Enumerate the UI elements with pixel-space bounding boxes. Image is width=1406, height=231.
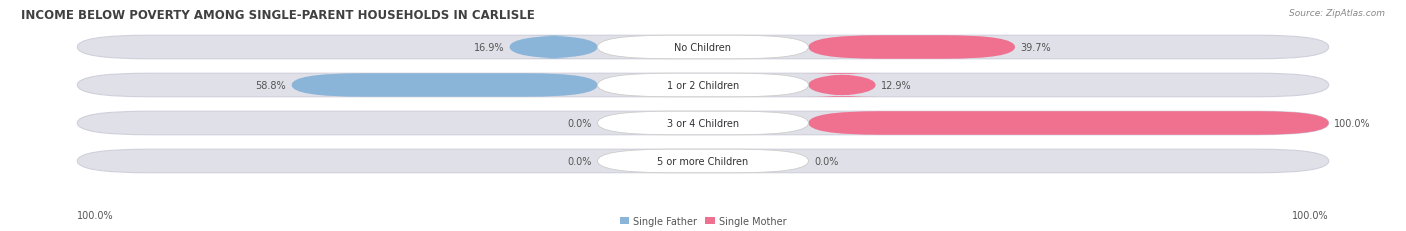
- FancyBboxPatch shape: [509, 36, 598, 60]
- Text: 3 or 4 Children: 3 or 4 Children: [666, 119, 740, 128]
- FancyBboxPatch shape: [598, 36, 808, 60]
- Text: No Children: No Children: [675, 43, 731, 53]
- Text: INCOME BELOW POVERTY AMONG SINGLE-PARENT HOUSEHOLDS IN CARLISLE: INCOME BELOW POVERTY AMONG SINGLE-PARENT…: [21, 9, 534, 22]
- FancyBboxPatch shape: [598, 149, 808, 173]
- Legend: Single Father, Single Mother: Single Father, Single Mother: [620, 216, 786, 226]
- FancyBboxPatch shape: [77, 149, 1329, 173]
- FancyBboxPatch shape: [77, 36, 1329, 60]
- FancyBboxPatch shape: [808, 112, 1329, 135]
- FancyBboxPatch shape: [808, 36, 1015, 60]
- Text: 1 or 2 Children: 1 or 2 Children: [666, 81, 740, 91]
- Text: Source: ZipAtlas.com: Source: ZipAtlas.com: [1289, 9, 1385, 18]
- Text: 0.0%: 0.0%: [568, 156, 592, 166]
- Text: 58.8%: 58.8%: [256, 81, 285, 91]
- FancyBboxPatch shape: [804, 74, 880, 97]
- Text: 100.0%: 100.0%: [77, 210, 114, 220]
- Text: 39.7%: 39.7%: [1021, 43, 1052, 53]
- Text: 16.9%: 16.9%: [474, 43, 503, 53]
- Text: 100.0%: 100.0%: [1334, 119, 1371, 128]
- FancyBboxPatch shape: [598, 112, 808, 135]
- FancyBboxPatch shape: [77, 112, 1329, 135]
- FancyBboxPatch shape: [77, 74, 1329, 97]
- Text: 100.0%: 100.0%: [1292, 210, 1329, 220]
- Text: 12.9%: 12.9%: [882, 81, 912, 91]
- Text: 0.0%: 0.0%: [814, 156, 838, 166]
- Text: 0.0%: 0.0%: [568, 119, 592, 128]
- FancyBboxPatch shape: [598, 74, 808, 97]
- FancyBboxPatch shape: [291, 74, 598, 97]
- Text: 5 or more Children: 5 or more Children: [658, 156, 748, 166]
